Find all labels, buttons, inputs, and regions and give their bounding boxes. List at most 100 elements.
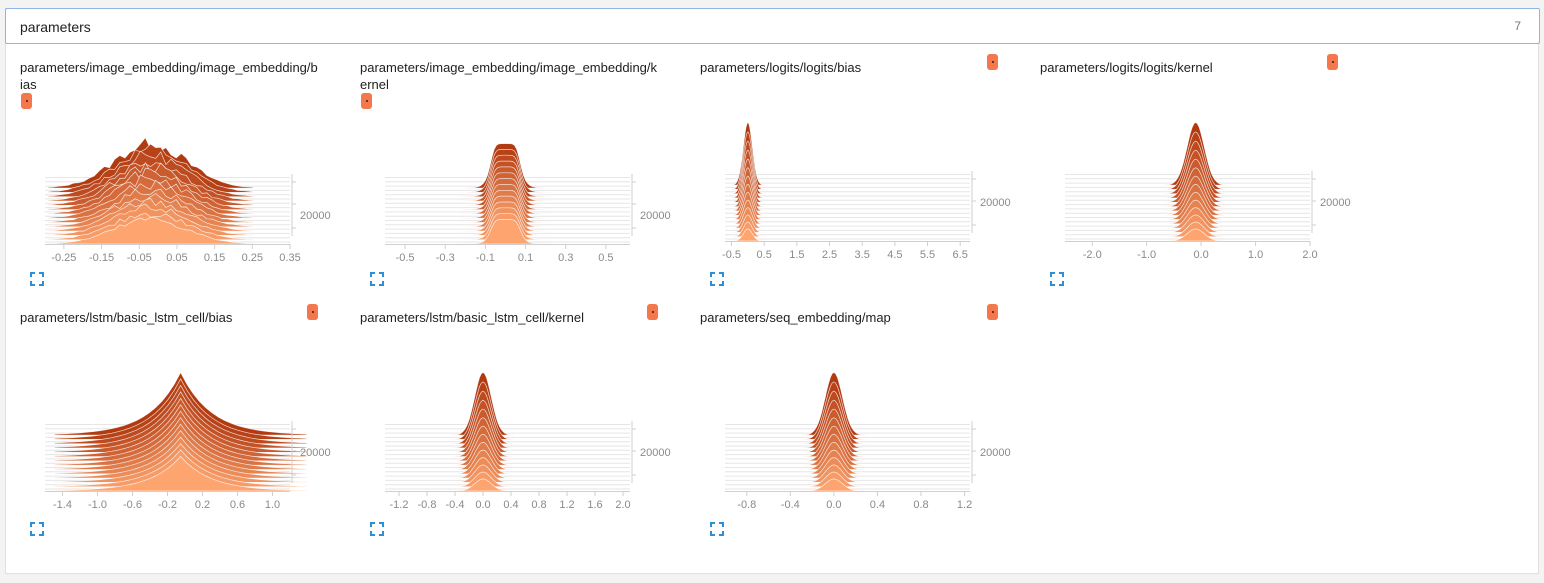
histogram-series [460, 219, 551, 245]
x-tick-label: 1.2 [957, 499, 972, 511]
x-tick-label: 5.5 [920, 249, 935, 261]
x-tick-label: -0.5 [396, 252, 415, 264]
y-tick-label: 20000 [300, 447, 331, 459]
x-tick-label: 0.5 [757, 249, 772, 261]
x-tick-label: 2.5 [822, 249, 837, 261]
chart-title: parameters/lstm/basic_lstm_cell/bias [20, 310, 233, 325]
histogram-series [449, 478, 517, 492]
x-tick-label: 0.05 [166, 252, 187, 264]
chart-title: parameters/seq_embedding/map [700, 310, 891, 325]
x-tick-label: -0.3 [436, 252, 455, 264]
chart-title: parameters/image_embedding/image_embeddi… [20, 60, 318, 92]
x-tick-label: -1.0 [88, 499, 107, 511]
run-color-badge[interactable] [361, 93, 372, 109]
x-tick-label: -1.4 [53, 499, 72, 511]
run-color-badge[interactable] [21, 93, 32, 109]
x-tick-label: 1.2 [559, 499, 574, 511]
x-tick-label: 0.0 [826, 499, 841, 511]
chart-title: parameters/lstm/basic_lstm_cell/kernel [360, 310, 584, 325]
x-tick-label: 0.0 [475, 499, 490, 511]
x-tick-label: -0.05 [127, 252, 152, 264]
histogram-card: parameters/lstm/basic_lstm_cell/kernel -1… [360, 304, 690, 549]
x-tick-label: 0.6 [230, 499, 245, 511]
histogram-plot: -0.5 0.5 1.5 2.5 3.5 4.5 5.5 6.5 20000 [722, 121, 1011, 261]
y-tick-label: 20000 [980, 447, 1011, 459]
histogram-card: parameters/image_embedding/image_embeddi… [360, 59, 690, 299]
x-tick-label: -0.5 [722, 249, 741, 261]
x-tick-label: 0.0 [1193, 249, 1208, 261]
run-color-badge[interactable] [987, 54, 998, 70]
x-tick-label: -0.1 [476, 252, 495, 264]
chart-title: parameters/image_embedding/image_embeddi… [360, 60, 658, 92]
match-count: 7 [1514, 19, 1521, 33]
fullscreen-icon[interactable] [709, 271, 725, 287]
y-tick-label: 20000 [640, 447, 671, 459]
x-tick-label: -0.8 [737, 499, 756, 511]
run-color-badge[interactable] [647, 304, 658, 320]
x-tick-label: 0.8 [531, 499, 546, 511]
run-color-badge[interactable] [987, 304, 998, 320]
x-tick-label: 0.4 [503, 499, 518, 511]
chart-title: parameters/logits/logits/kernel [1040, 60, 1213, 75]
histogram-plot: -2.0 -1.0 0.0 1.0 2.0 20000 [1065, 121, 1351, 261]
x-tick-label: 0.2 [195, 499, 210, 511]
histogram-plot: -1.4 -1.0 -0.6 -0.2 0.2 0.6 1.0 20000 [45, 371, 331, 511]
x-tick-label: -1.2 [390, 499, 409, 511]
x-tick-label: 4.5 [887, 249, 902, 261]
histogram-card: parameters/image_embedding/image_embeddi… [20, 59, 350, 299]
x-tick-label: 2.0 [1302, 249, 1317, 261]
x-tick-label: 3.5 [855, 249, 870, 261]
fullscreen-icon[interactable] [29, 271, 45, 287]
x-tick-label: -0.4 [446, 499, 465, 511]
histogram-series [1160, 228, 1231, 242]
x-tick-label: -0.25 [51, 252, 76, 264]
x-tick-label: 0.8 [913, 499, 928, 511]
tag-filter-input[interactable] [20, 18, 1420, 36]
x-tick-label: 1.6 [587, 499, 602, 511]
x-tick-label: 0.25 [242, 252, 263, 264]
histogram-plot: -0.5 -0.3 -0.1 0.1 0.3 0.5 20000 [385, 143, 671, 264]
x-tick-label: 2.0 [615, 499, 630, 511]
histogram-plot: -0.25 -0.15 -0.05 0.05 0.15 0.25 0.35 20000 [45, 137, 331, 264]
chart-title: parameters/logits/logits/bias [700, 60, 862, 75]
x-tick-label: -2.0 [1083, 249, 1102, 261]
x-tick-label: -0.2 [158, 499, 177, 511]
fullscreen-icon[interactable] [29, 521, 45, 537]
y-tick-label: 20000 [980, 197, 1011, 209]
x-tick-label: 1.5 [789, 249, 804, 261]
x-tick-label: 0.15 [204, 252, 225, 264]
histogram-card: parameters/lstm/basic_lstm_cell/bias -1.4… [20, 304, 350, 549]
x-tick-label: 1.0 [265, 499, 280, 511]
x-tick-label: -0.8 [418, 499, 437, 511]
run-color-badge[interactable] [1327, 54, 1338, 70]
x-tick-label: 6.5 [953, 249, 968, 261]
x-tick-label: -0.15 [89, 252, 114, 264]
y-tick-label: 20000 [300, 210, 331, 222]
x-tick-label: 0.4 [870, 499, 885, 511]
y-tick-label: 20000 [640, 210, 671, 222]
x-tick-label: -0.4 [781, 499, 800, 511]
histogram-plot: -1.2 -0.8 -0.4 0.0 0.4 0.8 1.2 1.6 2.0 20000 [385, 371, 671, 511]
histogram-series [54, 455, 307, 492]
x-tick-label: 0.5 [598, 252, 613, 264]
fullscreen-icon[interactable] [369, 521, 385, 537]
x-tick-label: -0.6 [123, 499, 142, 511]
tag-filter-box[interactable]: 7 [5, 8, 1540, 44]
x-tick-label: 0.1 [518, 252, 533, 264]
histogram-card: parameters/logits/logits/bias -0.5 0.5 1.5 2… [700, 54, 1030, 299]
histogram-card: parameters/seq_embedding/map -0.8 -0.4 0.0 0… [700, 304, 1030, 549]
x-tick-label: -1.0 [1137, 249, 1156, 261]
fullscreen-icon[interactable] [369, 271, 385, 287]
x-tick-label: 0.35 [279, 252, 300, 264]
histogram-series [799, 478, 869, 492]
fullscreen-icon[interactable] [1049, 271, 1065, 287]
histogram-series [729, 228, 767, 242]
run-color-badge[interactable] [307, 304, 318, 320]
x-tick-label: 0.3 [558, 252, 573, 264]
histogram-card: parameters/logits/logits/kernel -2.0 -1.0 0… [1040, 54, 1370, 299]
histogram-series [47, 217, 254, 245]
x-tick-label: 1.0 [1248, 249, 1263, 261]
y-tick-label: 20000 [1320, 197, 1351, 209]
histogram-plot: -0.8 -0.4 0.0 0.4 0.8 1.2 20000 [725, 371, 1011, 511]
fullscreen-icon[interactable] [709, 521, 725, 537]
